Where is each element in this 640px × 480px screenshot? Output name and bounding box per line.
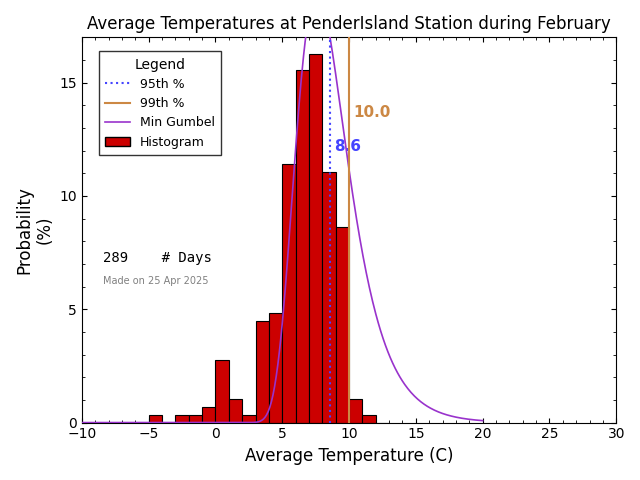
Text: 10.0: 10.0 (353, 105, 390, 120)
Text: 289    # Days: 289 # Days (103, 251, 212, 265)
Text: Made on 25 Apr 2025: Made on 25 Apr 2025 (103, 276, 209, 286)
Y-axis label: Probability
(%): Probability (%) (15, 186, 54, 274)
Bar (202, 407, 216, 422)
Bar (362, 415, 376, 422)
Bar (309, 54, 323, 422)
Bar (282, 164, 296, 422)
Bar (336, 227, 349, 422)
Legend: 95th %, 99th %, Min Gumbel, Histogram: 95th %, 99th %, Min Gumbel, Histogram (99, 51, 221, 155)
Bar (242, 415, 255, 422)
Bar (323, 172, 336, 422)
Text: 8.6: 8.6 (334, 139, 362, 154)
Bar (148, 415, 162, 422)
Bar (269, 313, 282, 422)
Bar (255, 321, 269, 422)
Title: Average Temperatures at PenderIsland Station during February: Average Temperatures at PenderIsland Sta… (87, 15, 611, 33)
X-axis label: Average Temperature (C): Average Temperature (C) (244, 447, 453, 465)
Bar (296, 70, 309, 422)
Bar (189, 415, 202, 422)
Bar (216, 360, 229, 422)
Bar (175, 415, 189, 422)
Bar (349, 399, 362, 422)
Bar (229, 399, 242, 422)
